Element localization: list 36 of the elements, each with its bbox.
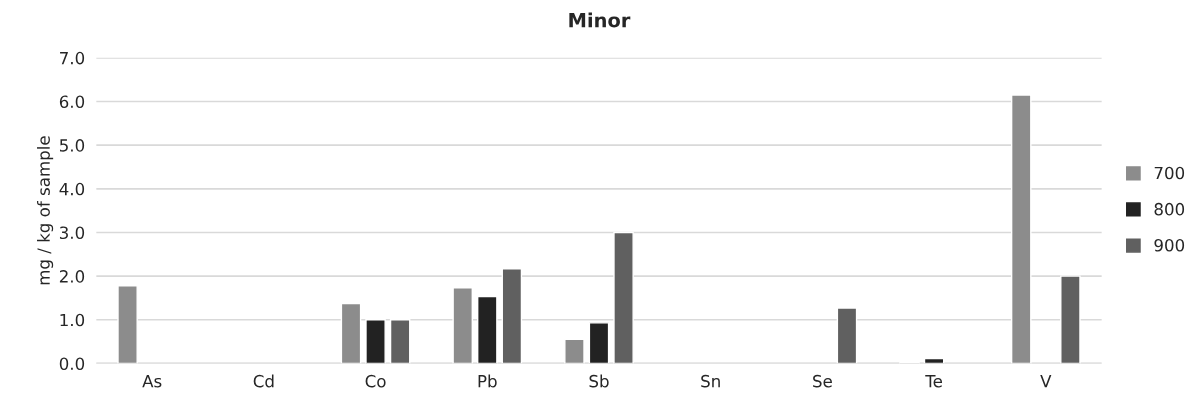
bar: [588, 322, 610, 364]
y-tick-label: 1.0: [60, 313, 85, 327]
bar: [452, 287, 473, 364]
chart-title: Minor: [569, 12, 631, 28]
x-tick-label: Pb: [478, 374, 497, 388]
y-tick-label: 6.0: [59, 95, 85, 109]
bar: [501, 268, 523, 364]
x-tick-label: V: [1040, 375, 1052, 388]
x-tick-label: Se: [813, 374, 832, 388]
x-tick-label: As: [142, 375, 162, 388]
bar: [389, 319, 411, 364]
y-tick-label: 7.0: [60, 51, 85, 65]
y-axis-title: mg / kg of sample: [37, 136, 54, 285]
bar: [477, 295, 498, 364]
y-tick-label: 4.0: [59, 182, 85, 196]
y-tick-label: 5.0: [59, 139, 85, 152]
bar: [836, 307, 858, 364]
x-tick-label: Co: [365, 374, 386, 388]
bar: [1010, 94, 1032, 364]
bar: [1060, 275, 1081, 364]
x-tick-label: Sb: [589, 374, 609, 388]
bar: [923, 357, 945, 364]
y-tick-label: 2.0: [59, 270, 85, 283]
legend-label: 800: [1154, 202, 1185, 216]
x-tick-label: Cd: [253, 374, 274, 388]
bar: [564, 338, 585, 364]
y-tick-label: 3.0: [59, 226, 85, 240]
legend-label: 700: [1154, 166, 1185, 180]
bar: [340, 302, 362, 364]
bar: [365, 319, 386, 364]
x-tick-label: Te: [925, 375, 943, 388]
legend-label: 900: [1154, 238, 1185, 252]
bar: [117, 285, 138, 364]
x-tick-label: Sn: [701, 374, 720, 388]
bar: [613, 231, 634, 364]
y-tick-label: 0.0: [59, 357, 85, 371]
